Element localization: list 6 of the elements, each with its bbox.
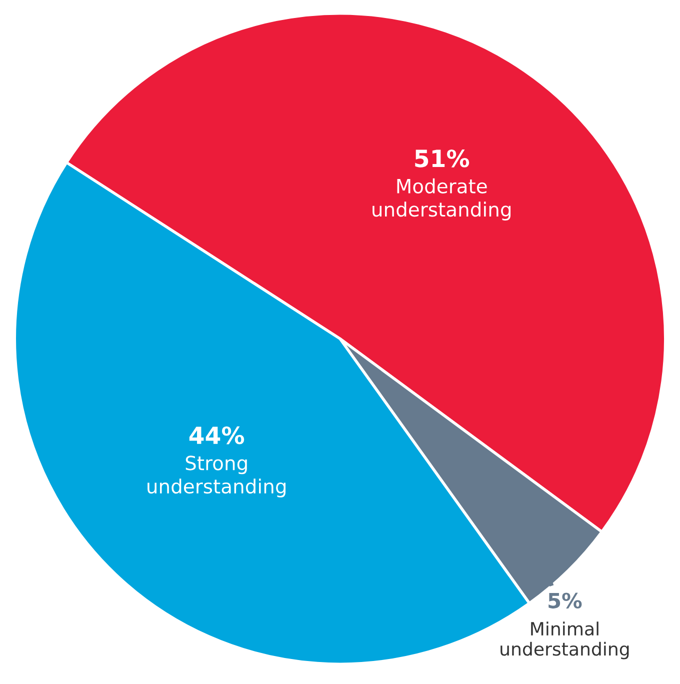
data-label: 5% [548,592,582,608]
slice-label: Minimal understanding [500,622,629,660]
data-label: 44% [189,426,244,444]
data-label: 51% [415,149,470,168]
slice-label: Strong understanding [148,456,286,498]
slice-label: Moderate understanding [372,178,511,221]
